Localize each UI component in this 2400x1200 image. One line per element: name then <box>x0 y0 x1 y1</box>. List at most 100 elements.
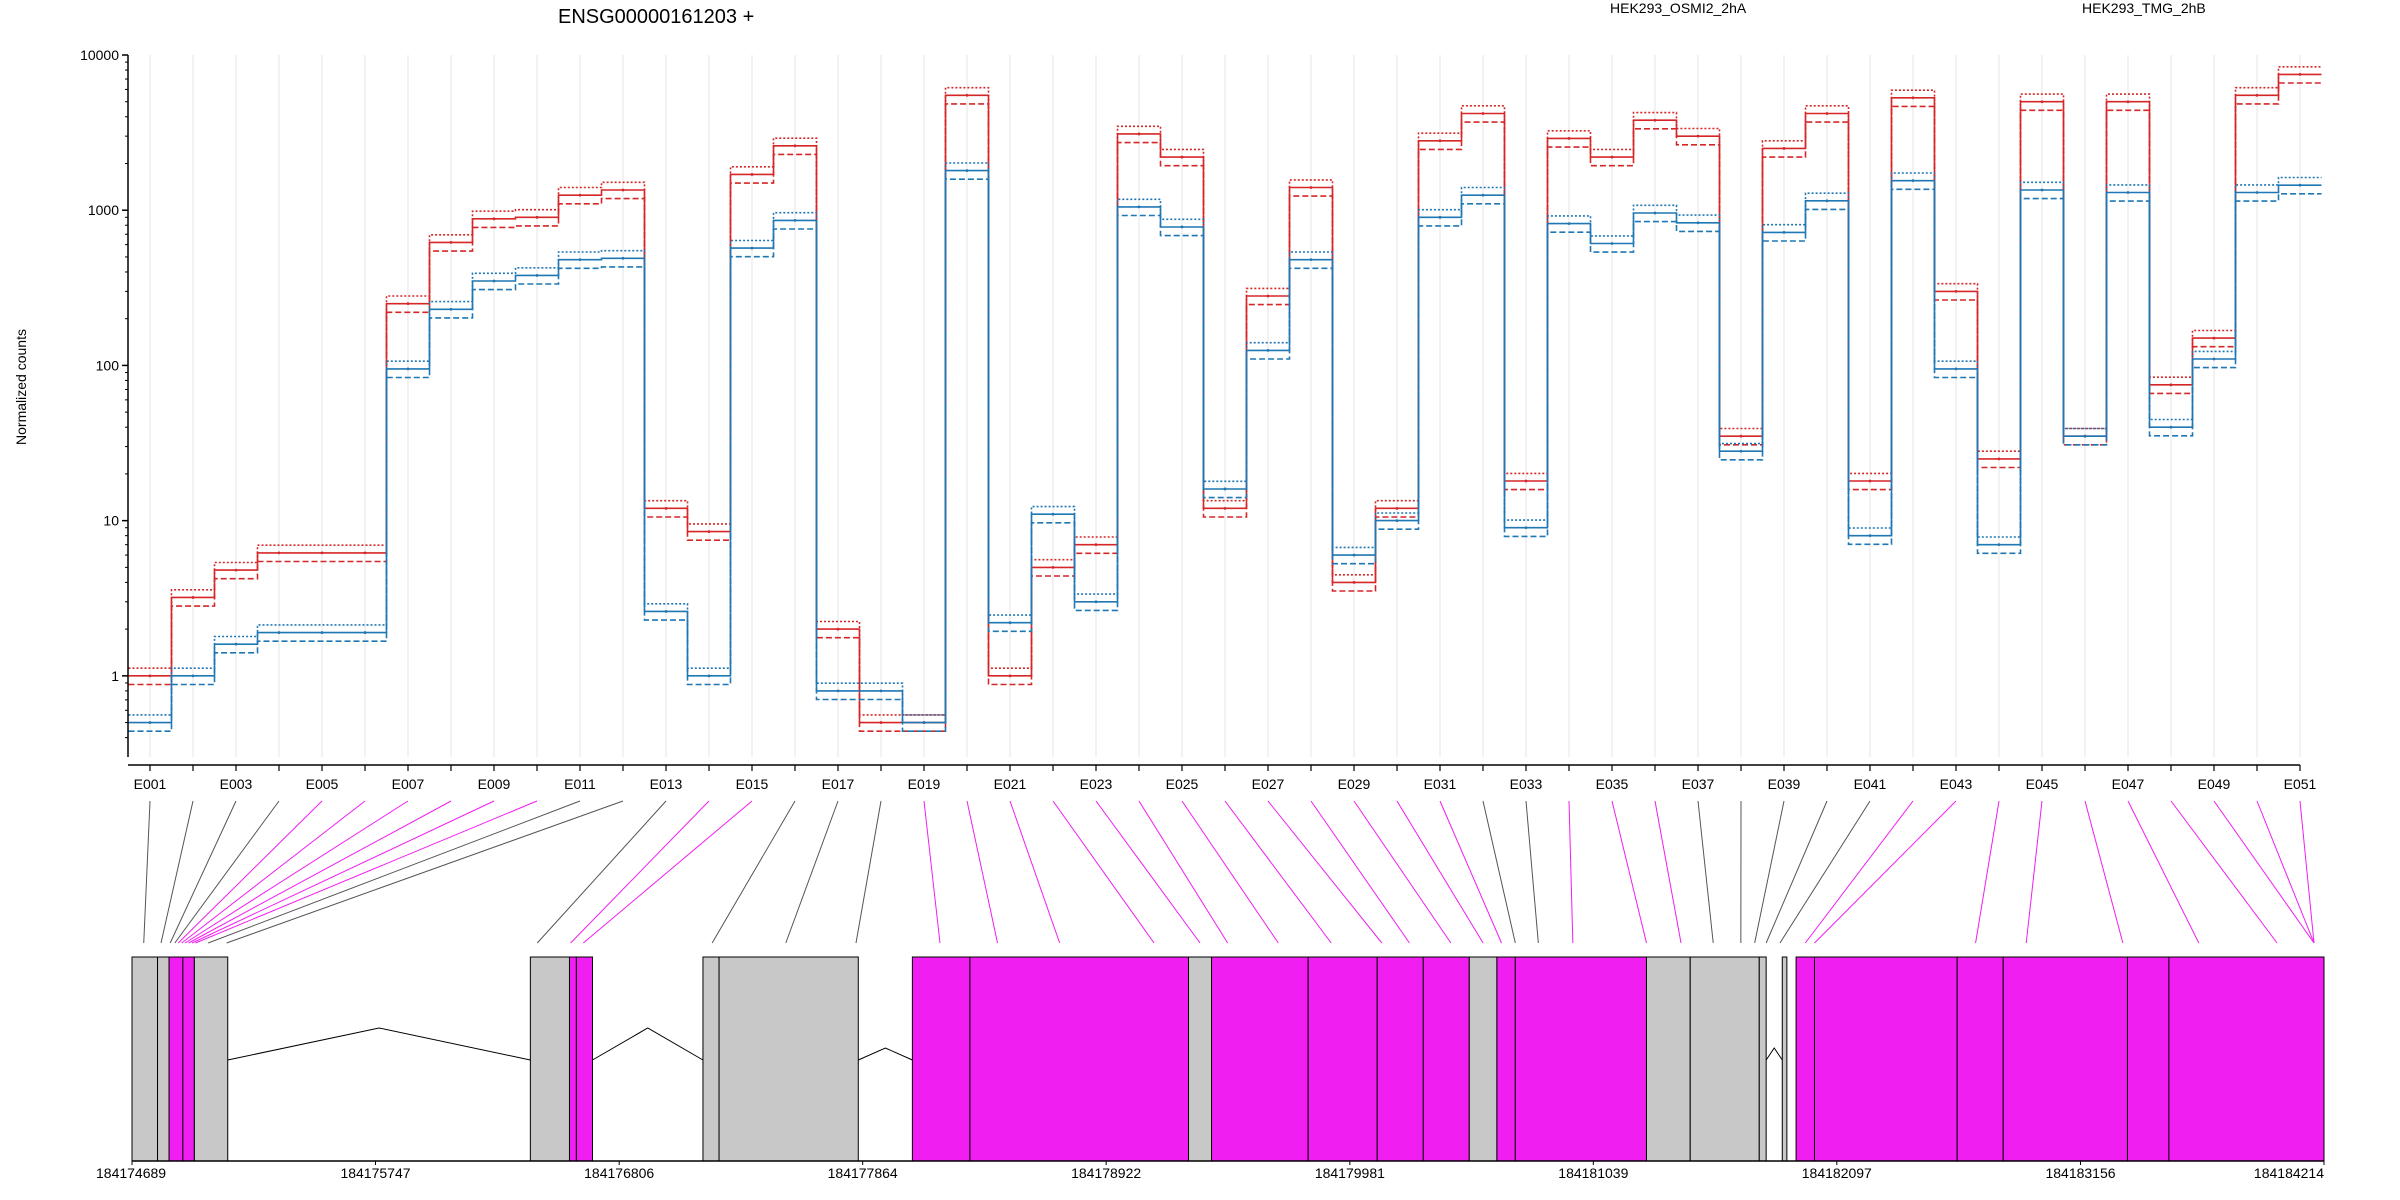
x-tick-label-E033: E033 <box>1510 776 1543 792</box>
x-tick-label-E041: E041 <box>1854 776 1887 792</box>
exon-connector-E031 <box>1439 800 1502 944</box>
point-b-E047 <box>2126 191 2130 194</box>
x-tick-label-E039: E039 <box>1768 776 1801 792</box>
point-b-E045 <box>2040 188 2044 192</box>
point-b-E022 <box>1051 512 1055 516</box>
point-b-E042 <box>1911 179 1915 183</box>
exon-block-16 <box>1376 956 1424 1162</box>
x-tick-label-E037: E037 <box>1682 776 1715 792</box>
point-b-E019 <box>922 721 926 724</box>
exon-connector-E023 <box>1095 800 1201 944</box>
x-tick-label-E019: E019 <box>908 776 941 792</box>
exon-block-4 <box>182 956 195 1162</box>
point-b-E028 <box>1309 258 1313 262</box>
x-tick-label-E049: E049 <box>2198 776 2231 792</box>
point-a-E029 <box>1352 580 1356 584</box>
point-b-E007 <box>406 367 410 371</box>
exon-connector-E041 <box>1779 800 1871 944</box>
point-b-E006 <box>363 631 367 634</box>
point-a-E041 <box>1868 479 1872 483</box>
exon-connector-E005 <box>177 800 323 944</box>
exon-connector-E003 <box>169 800 237 944</box>
point-a-E051 <box>2298 72 2302 76</box>
x-tick-label-E035: E035 <box>1596 776 1629 792</box>
x-tick-label-E051: E051 <box>2284 776 2317 792</box>
exon-block-28 <box>2002 956 2128 1162</box>
point-a-E001 <box>148 674 152 678</box>
exon-connector-E044 <box>1975 800 2000 944</box>
point-b-E023 <box>1094 600 1098 604</box>
x-tick-label-E011: E011 <box>564 776 596 792</box>
x-tick-label-E009: E009 <box>478 776 511 792</box>
intron-2 <box>592 1027 704 1061</box>
point-a-E048 <box>2169 383 2173 387</box>
point-a-E005 <box>320 551 324 555</box>
x-tick-label-E005: E005 <box>306 776 339 792</box>
exon-connector-E039 <box>1754 800 1785 944</box>
genomic-axis: 184174689 184175747 184176806 184177864 1841… <box>96 1160 2325 1181</box>
point-a-E028 <box>1309 186 1313 189</box>
point-a-E037 <box>1696 134 1700 138</box>
genomic-tick-label: 184174689 <box>96 1165 166 1181</box>
point-b-E039 <box>1782 230 1786 234</box>
x-axis: E001 E003 E005 E007 E009 E011 E013 E015 E017 E019… <box>128 764 2317 792</box>
y-tick-label: 1 <box>111 668 119 684</box>
exon-block-5 <box>193 956 229 1162</box>
x-tick-label-E015: E015 <box>736 776 769 792</box>
exon-block-9 <box>702 956 720 1162</box>
exon-connector-E034 <box>1568 800 1574 944</box>
point-b-E024 <box>1137 205 1141 209</box>
point-a-E040 <box>1825 112 1829 115</box>
exon-connector-E037 <box>1697 800 1714 944</box>
legend-entry-condition-b: HEK293_TMG_2hB <box>2082 0 2206 16</box>
exon-block-13 <box>1188 956 1213 1162</box>
exon-connector-E051 <box>2299 800 2315 944</box>
x-tick-label-E003: E003 <box>220 776 253 792</box>
point-a-E012 <box>621 188 625 192</box>
exon-block-26 <box>1813 956 1958 1162</box>
point-a-E024 <box>1137 132 1141 136</box>
exon-block-27 <box>1956 956 2004 1162</box>
point-a-E009 <box>492 217 496 221</box>
exon-connector-E028 <box>1310 800 1410 944</box>
x-tick-label-E027: E027 <box>1252 776 1285 792</box>
point-a-E004 <box>277 551 281 555</box>
point-b-E013 <box>664 610 668 613</box>
exon-connector-E033 <box>1525 800 1539 944</box>
exon-block-21 <box>1645 956 1691 1162</box>
point-a-E043 <box>1954 289 1958 293</box>
point-a-E030 <box>1395 506 1399 510</box>
exon-block-2 <box>157 956 170 1162</box>
point-a-E003 <box>234 568 238 572</box>
point-b-E030 <box>1395 519 1399 523</box>
exon-block-23 <box>1758 956 1767 1162</box>
exon-connector-E047 <box>2127 800 2200 944</box>
point-a-E002 <box>191 596 195 599</box>
x-tick-label-E021: E021 <box>994 776 1027 792</box>
point-a-E018 <box>879 721 883 724</box>
exon-connector-E050 <box>2256 800 2315 944</box>
point-a-E033 <box>1524 479 1528 483</box>
exon-connector-E020 <box>966 800 999 944</box>
exon-connector-E036 <box>1654 800 1682 944</box>
point-a-E021 <box>1008 674 1012 678</box>
point-b-E025 <box>1180 225 1184 229</box>
series-line-b-rep3 <box>128 162 2322 716</box>
point-b-E009 <box>492 279 496 283</box>
genomic-tick-label: 184177864 <box>828 1165 898 1181</box>
point-b-E015 <box>750 246 754 250</box>
point-b-E050 <box>2255 191 2259 194</box>
point-b-E044 <box>1997 543 2001 547</box>
point-b-E051 <box>2298 183 2302 187</box>
point-a-E013 <box>664 506 668 510</box>
exon-block-29 <box>2126 956 2170 1162</box>
point-a-E006 <box>363 551 367 555</box>
exon-connector-E042 <box>1804 800 1914 944</box>
point-b-E031 <box>1438 215 1442 219</box>
point-b-E040 <box>1825 199 1829 203</box>
exon-connector-E030 <box>1396 800 1484 944</box>
exon-block-20 <box>1514 956 1647 1162</box>
exon-connector-E025 <box>1181 800 1279 944</box>
exon-block-22 <box>1689 956 1760 1162</box>
exon-block-10 <box>718 956 859 1162</box>
